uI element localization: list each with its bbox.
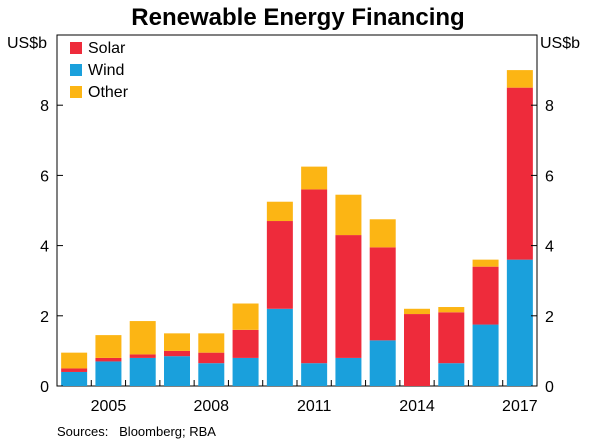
bar-other-2016 (472, 259, 499, 267)
bar-wind-2009 (232, 357, 259, 386)
bar-other-2013 (369, 219, 396, 248)
bar-solar-2004 (61, 368, 88, 372)
y-tick-label-left-2: 2 (40, 309, 49, 326)
y-tick-label-left-6: 6 (40, 168, 49, 185)
bar-solar-2015 (438, 312, 465, 364)
bar-solar-2016 (472, 266, 499, 325)
chart-title: Renewable Energy Financing (131, 4, 464, 31)
bar-other-2012 (335, 194, 362, 236)
x-tick-label-2005: 2005 (91, 398, 127, 415)
left-axis-unit: US$b (7, 35, 47, 52)
x-tick-label-2014: 2014 (399, 398, 435, 415)
bar-solar-2013 (369, 247, 396, 341)
bar-wind-2012 (335, 357, 362, 386)
x-tick-label-2008: 2008 (193, 398, 229, 415)
right-axis-unit: US$b (540, 35, 580, 52)
x-ticks-group: 2005 2008 2011 2014 2017 (91, 380, 538, 415)
bar-wind-2006 (129, 357, 156, 386)
bar-other-2008 (198, 333, 225, 353)
bar-wind-2013 (369, 340, 396, 386)
y-tick-label-left-4: 4 (40, 239, 49, 256)
bar-wind-2008 (198, 363, 225, 386)
y-tick-label-right-4: 4 (545, 239, 554, 256)
y-ticks-group: 0 0 2 2 4 4 6 6 8 8 (40, 98, 554, 396)
bar-other-2004 (61, 352, 88, 369)
x-tick-label-2017: 2017 (502, 398, 538, 415)
y-tick-label-right-0: 0 (545, 379, 554, 396)
bar-other-2005 (95, 335, 122, 358)
bar-other-2011 (301, 166, 328, 190)
y-tick-label-right-2: 2 (545, 309, 554, 326)
legend-swatch-other (70, 86, 82, 98)
legend-label-other: Other (88, 84, 129, 101)
y-tick-label-left-8: 8 (40, 98, 49, 115)
legend-label-wind: Wind (88, 62, 124, 79)
bar-wind-2015 (438, 363, 465, 386)
y-tick-label-right-8: 8 (545, 98, 554, 115)
bar-solar-2010 (266, 221, 293, 309)
bar-solar-2006 (129, 354, 156, 358)
bar-solar-2007 (164, 350, 190, 357)
bar-other-2006 (129, 321, 156, 355)
bar-other-2017 (506, 70, 533, 88)
bar-other-2014 (404, 308, 430, 315)
bar-wind-2010 (266, 308, 293, 386)
bar-other-2009 (232, 303, 259, 330)
source-note: Sources: Bloomberg; RBA (57, 424, 216, 439)
bar-solar-2005 (95, 357, 122, 362)
bar-solar-2011 (301, 189, 328, 364)
y-tick-label-left-0: 0 (40, 379, 49, 396)
bar-solar-2017 (506, 87, 533, 260)
x-tick-label-2011: 2011 (297, 398, 332, 415)
bar-solar-2014 (404, 314, 430, 386)
bar-solar-2012 (335, 235, 362, 358)
bar-other-2010 (266, 201, 293, 222)
bar-wind-2017 (506, 259, 533, 386)
bar-other-2007 (164, 333, 190, 351)
legend: Solar Wind Other (70, 40, 129, 101)
bar-solar-2008 (198, 352, 225, 364)
y-tick-label-right-6: 6 (545, 168, 554, 185)
bar-other-2015 (438, 307, 465, 313)
bars-group (61, 70, 533, 386)
bar-wind-2004 (61, 371, 88, 386)
plot-frame (56, 34, 538, 387)
legend-swatch-wind (70, 64, 82, 76)
legend-swatch-solar (70, 42, 82, 54)
bar-wind-2005 (95, 361, 122, 386)
legend-label-solar: Solar (88, 40, 126, 57)
bar-wind-2007 (164, 356, 190, 386)
bar-wind-2011 (301, 363, 328, 386)
bar-wind-2016 (472, 324, 499, 386)
bar-solar-2009 (232, 329, 259, 358)
